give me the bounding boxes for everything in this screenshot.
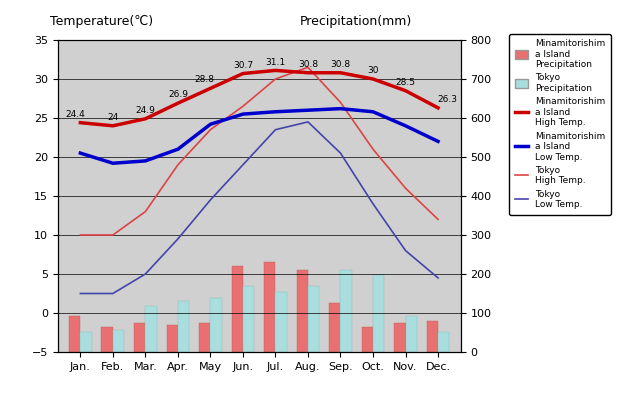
Bar <box>275 292 287 352</box>
Bar <box>81 332 92 352</box>
Text: 30.8: 30.8 <box>298 60 318 69</box>
Bar <box>308 286 319 352</box>
Bar <box>362 327 373 352</box>
Bar <box>438 332 449 352</box>
Bar <box>329 303 340 352</box>
Bar <box>166 325 178 352</box>
Bar <box>373 275 385 352</box>
Bar <box>243 286 254 352</box>
Text: Temperature(℃): Temperature(℃) <box>49 14 153 28</box>
Bar <box>145 306 157 352</box>
Text: 26.9: 26.9 <box>168 90 188 99</box>
Bar <box>178 301 189 352</box>
Bar <box>211 298 222 352</box>
Bar <box>406 316 417 352</box>
Text: 30: 30 <box>367 66 379 75</box>
Text: 24: 24 <box>108 113 118 122</box>
Text: 28.8: 28.8 <box>194 76 214 84</box>
Text: 30.7: 30.7 <box>233 61 253 70</box>
Bar <box>102 327 113 352</box>
Bar <box>427 321 438 352</box>
Bar <box>199 323 211 352</box>
Bar <box>232 266 243 352</box>
Text: Precipitation(mm): Precipitation(mm) <box>300 14 412 28</box>
Bar <box>134 323 145 352</box>
Bar <box>340 270 352 352</box>
Bar <box>264 262 275 352</box>
Text: 31.1: 31.1 <box>266 58 285 66</box>
Bar <box>394 323 406 352</box>
Text: 28.5: 28.5 <box>396 78 415 87</box>
Text: 24.9: 24.9 <box>136 106 156 115</box>
Bar <box>113 330 124 352</box>
Text: 30.8: 30.8 <box>330 60 351 69</box>
Bar <box>296 270 308 352</box>
Bar <box>69 316 81 352</box>
Text: 26.3: 26.3 <box>438 95 458 104</box>
Legend: Minamitorishim
a Island
Precipitation, Tokyo
Precipitation, Minamitorishim
a Isl: Minamitorishim a Island Precipitation, T… <box>509 34 611 215</box>
Text: 24.4: 24.4 <box>66 110 85 119</box>
